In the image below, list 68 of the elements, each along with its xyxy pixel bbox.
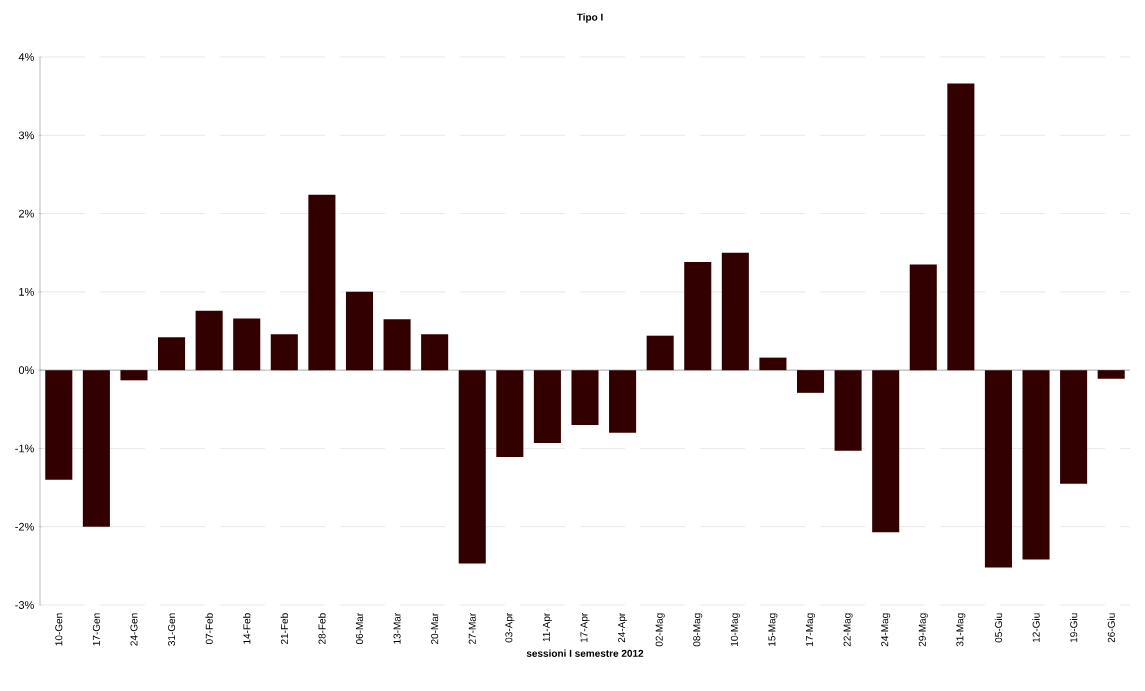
bar (1022, 370, 1050, 560)
y-tick-label: 4% (18, 53, 34, 61)
bar (684, 262, 712, 371)
x-tick-label: 14-Feb (243, 613, 251, 644)
x-tick-label: 08-Mag (693, 613, 703, 647)
x-tick-label: 28-Feb (318, 613, 326, 644)
y-tick-label: 2% (18, 209, 34, 218)
x-tick-label: 24-Mag (881, 613, 891, 647)
x-tick-label: 29-Mag (918, 613, 928, 647)
x-tick-label: 27-Mar (468, 612, 476, 644)
bar (270, 334, 298, 371)
x-tick-label: 13-Mar (393, 612, 401, 644)
bar (383, 319, 411, 371)
x-tick-label: 06-Mar (355, 612, 364, 645)
y-tick-label: -3% (15, 601, 34, 609)
bar (609, 370, 637, 433)
x-tick-label: 21-Feb (280, 613, 288, 644)
x-tick-label: 31-Gen (168, 613, 176, 646)
bar (158, 337, 186, 371)
bar (759, 357, 787, 371)
x-axis-title: sessioni I semestre 2012 (526, 649, 644, 657)
x-tick-label: 31-Mag (956, 613, 966, 647)
x-tick-label: 05-Giu (994, 613, 1003, 643)
x-tick-label: 11-Apr (542, 612, 552, 642)
bar (308, 194, 336, 371)
bar (872, 370, 900, 533)
y-tick-label: 1% (19, 288, 34, 296)
bar (195, 310, 223, 371)
bar (233, 318, 261, 371)
x-tick-label: 17-Gen (92, 613, 100, 646)
x-tick-label: 10-Mag (730, 613, 740, 646)
x-tick-label: 19-Giu (1069, 613, 1078, 643)
x-tick-label: 24-Apr (618, 612, 628, 643)
x-tick-label: 02-Mag (655, 613, 665, 647)
y-tick-label: 0% (18, 366, 34, 375)
x-tick-label: 17-Apr (580, 612, 590, 643)
bar (1060, 370, 1088, 484)
bar (345, 291, 374, 371)
x-tick-label: 12-Giu (1032, 613, 1040, 643)
bar (721, 252, 749, 371)
x-tick-label: 24-Gen (130, 613, 138, 646)
bar (496, 370, 524, 458)
bar (1097, 370, 1125, 379)
y-tick-label: -2% (15, 522, 34, 531)
x-tick-label: 17-Mag (806, 613, 815, 646)
x-tick-label: 15-Mag (768, 613, 778, 646)
x-tick-label: 26-Giu (1107, 613, 1115, 643)
bar (646, 335, 674, 371)
bar (571, 370, 599, 425)
bar (947, 83, 975, 371)
x-tick-label: 22-Mag (843, 613, 853, 647)
x-tick-label: 20-Mar (431, 612, 439, 644)
bar (120, 370, 148, 381)
bar (45, 370, 73, 480)
bar (796, 370, 825, 393)
y-tick-label: -1% (15, 444, 34, 453)
bar (421, 334, 449, 371)
bar (82, 370, 110, 527)
bar (458, 370, 486, 564)
bar (909, 264, 937, 371)
bar (984, 370, 1012, 568)
bar (533, 370, 561, 443)
y-tick-label: 3% (18, 131, 34, 140)
x-tick-label: 03-Apr (505, 612, 515, 643)
x-tick-label: 07-Feb (205, 613, 213, 645)
bar (834, 370, 862, 451)
chart-title: Tipo I (576, 13, 603, 23)
x-tick-label: 10-Gen (55, 613, 63, 646)
